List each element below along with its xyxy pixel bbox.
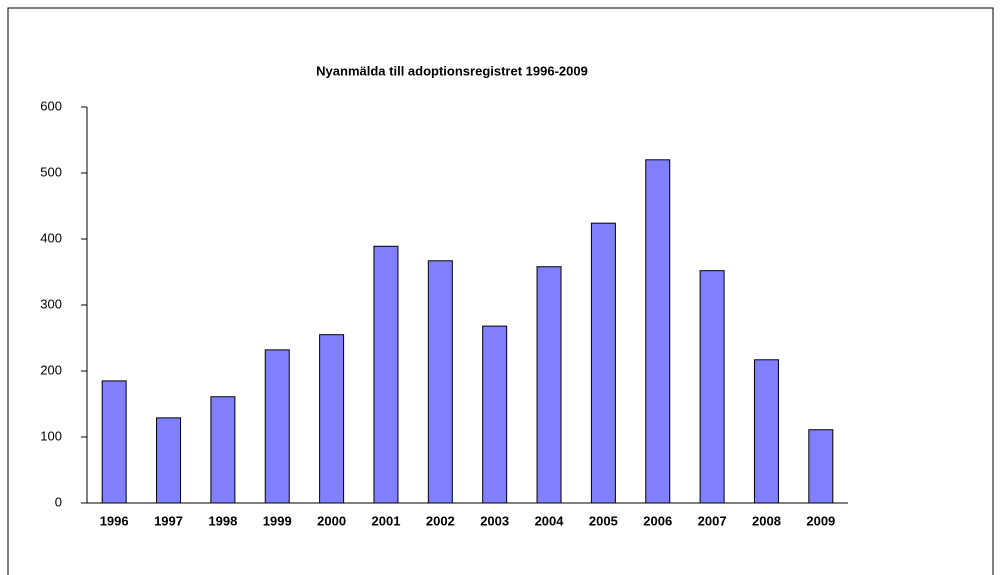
x-tick-label: 2009 — [806, 513, 835, 528]
bar — [482, 325, 508, 504]
bar — [590, 222, 616, 504]
bar — [319, 334, 345, 504]
x-tick-label: 1997 — [154, 513, 183, 528]
bar — [699, 270, 725, 504]
x-tick-label: 2004 — [535, 513, 565, 528]
y-tick-label: 400 — [40, 230, 62, 245]
bar — [808, 429, 834, 504]
bar — [373, 245, 399, 504]
y-tick-label: 200 — [40, 362, 62, 377]
bar — [101, 380, 127, 504]
bar — [536, 266, 562, 504]
x-tick-label: 2002 — [426, 513, 455, 528]
bar — [156, 417, 182, 504]
chart-title: Nyanmälda till adoptionsregistret 1996-2… — [316, 63, 588, 78]
x-tick-label: 1998 — [208, 513, 237, 528]
bar — [427, 260, 453, 504]
x-tick-label: 1996 — [100, 513, 129, 528]
x-tick-label: 2003 — [480, 513, 509, 528]
y-tick-label: 300 — [40, 296, 62, 311]
x-tick-label: 1999 — [263, 513, 292, 528]
bar — [753, 359, 779, 504]
x-tick-label: 2007 — [698, 513, 727, 528]
y-tick-label: 600 — [40, 98, 62, 113]
y-tick-label: 0 — [55, 494, 62, 509]
bar — [645, 159, 671, 504]
x-tick-label: 2005 — [589, 513, 618, 528]
chart-frame — [7, 7, 994, 575]
bar — [264, 349, 290, 504]
x-tick-label: 2001 — [372, 513, 401, 528]
x-tick-label: 2006 — [643, 513, 672, 528]
x-tick-label: 2000 — [317, 513, 346, 528]
x-tick-label: 2008 — [752, 513, 781, 528]
bar — [210, 396, 236, 504]
y-tick-label: 500 — [40, 164, 62, 179]
y-tick-label: 100 — [40, 428, 62, 443]
